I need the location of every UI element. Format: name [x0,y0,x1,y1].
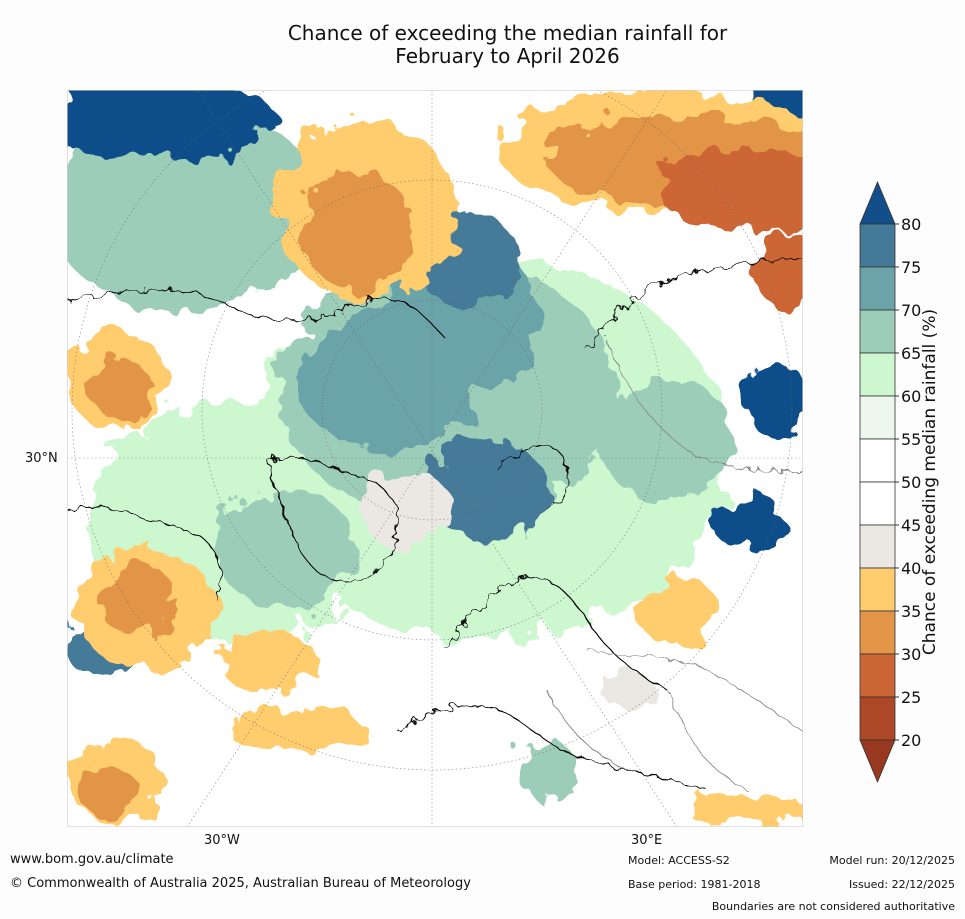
colorbar-tick-label: 40 [901,559,921,578]
colorbar-tick-label: 60 [901,387,921,406]
colorbar-segment [859,438,896,483]
colorbar-segment [859,309,896,354]
colorbar-tick-label: 35 [901,602,921,621]
colorbar-tick-label: 55 [901,430,921,449]
chart-title: Chance of exceeding the median rainfall … [180,22,835,68]
colorbar-segment [859,352,896,397]
colorbar-tick-label: 20 [901,731,921,750]
rainfall-map [67,90,803,827]
title-line-1: Chance of exceeding the median rainfall … [287,21,728,45]
colorbar-segment [859,223,896,268]
colorbar-title: Chance of exceeding median rainfall (%) [920,308,940,656]
colorbar-extend-top [859,180,896,225]
colorbar-tick-label: 65 [901,344,921,363]
footer-model: Model: ACCESS-S2 [628,854,730,867]
colorbar-tick-label: 70 [901,301,921,320]
colorbar-tick-label: 50 [901,473,921,492]
colorbar-segment [859,395,896,440]
colorbar-segment [859,266,896,311]
colorbar-segment [859,524,896,569]
graticule [67,90,803,827]
colorbar: 80 75 70 65 60 55 50 45 40 35 30 25 20 [859,180,921,784]
footer-url[interactable]: www.bom.gov.au/climate [10,852,174,867]
footer-disclaimer: Boundaries are not considered authoritat… [711,900,955,913]
footer-model-run: Model run: 20/12/2025 [829,854,955,867]
colorbar-segment [859,653,896,698]
below-median-regions [67,90,803,827]
colorbar-tick-label: 80 [901,215,921,234]
footer-copyright: © Commonwealth of Australia 2025, Austra… [10,876,471,891]
country-borders [546,339,803,791]
colorbar-tick-labels: 80 75 70 65 60 55 50 45 40 35 30 25 20 [895,215,921,750]
colorbar-segment [859,567,896,612]
colorbar-tick-label: 30 [901,645,921,664]
coastlines [67,259,803,791]
colorbar-tick-label: 25 [901,688,921,707]
colorbar-segment [859,696,896,741]
colorbar-segments [859,180,896,784]
lon-label-30w: 30°W [204,833,240,848]
lon-label-30e: 30°E [631,833,663,848]
footer-issued: Issued: 22/12/2025 [848,878,955,891]
colorbar-segment [859,481,896,526]
colorbar-extend-bottom [859,739,896,784]
footer-base-period: Base period: 1981-2018 [628,878,761,891]
colorbar-tick-label: 45 [901,516,921,535]
colorbar-segment [859,610,896,655]
lat-label-30n: 30°N [25,451,58,466]
colorbar-tick-label: 75 [901,258,921,277]
title-line-2: February to April 2026 [395,44,620,68]
